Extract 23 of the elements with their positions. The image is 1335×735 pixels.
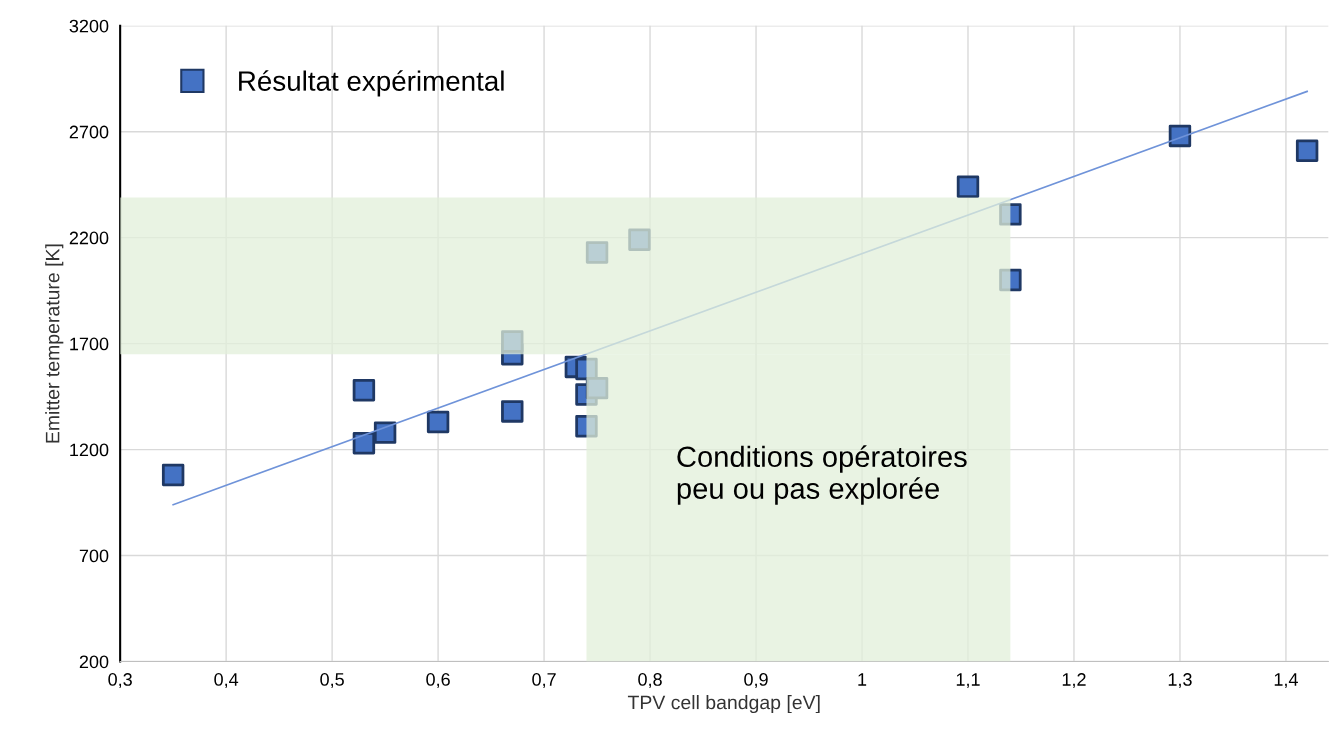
y-tick-label: 3200 [69, 19, 109, 33]
x-tick-label: 1,1 [956, 673, 980, 689]
x-tick-label: 0,9 [744, 673, 768, 689]
y-tick-label: 2700 [69, 125, 109, 139]
x-tick-label: 0,6 [426, 673, 450, 689]
y-tick-label: 200 [79, 655, 109, 669]
x-tick-label: 0,4 [214, 673, 239, 689]
y-tick-label: 700 [79, 549, 109, 563]
x-tick-label: 1 [858, 673, 867, 686]
x-tick-label: 0,8 [638, 673, 662, 689]
y-tick-label: 1200 [70, 443, 109, 457]
x-tick-label: 1,4 [1274, 673, 1298, 689]
x-tick-label: 1,2 [1062, 673, 1086, 689]
x-tick-label: 1,3 [1168, 673, 1192, 689]
x-tick-label: 0,3 [108, 673, 132, 689]
x-tick-label: 0,5 [320, 673, 344, 689]
y-tick-label: 1700 [70, 337, 109, 351]
x-tick-label: 0,7 [532, 673, 556, 689]
y-tick-label: 2200 [69, 231, 109, 245]
annotation: Conditions opératoires peu ou pas explorée [677, 445, 967, 505]
legend-label: Résultat expérimental [239, 70, 504, 97]
y-axis-title: Emitter temperature [K] [45, 244, 64, 443]
x-axis-title: TPV cell bandgap [eV] [627, 695, 820, 714]
